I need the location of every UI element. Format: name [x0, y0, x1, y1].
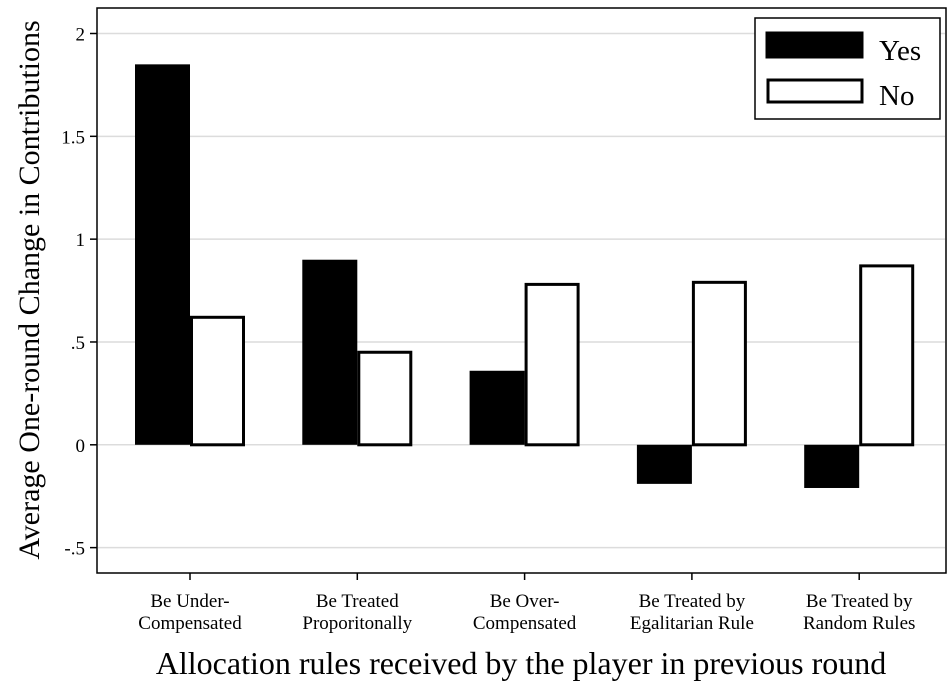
x-tick-label: Compensated: [473, 613, 577, 634]
y-axis: 21.51.50-.5: [61, 25, 97, 560]
legend-swatch-yes: [765, 31, 864, 59]
y-tick-label: -.5: [64, 539, 85, 560]
x-tick-label: Egalitarian Rule: [630, 613, 754, 634]
legend-swatch-no: [766, 78, 864, 104]
bar-no-1: [357, 350, 413, 447]
y-tick-label: 1: [76, 230, 86, 251]
x-tick-label: Random Rules: [803, 613, 915, 634]
legend-label-yes: Yes: [879, 35, 921, 67]
bar-yes-1: [302, 259, 358, 445]
y-tick-label: 0: [76, 436, 86, 457]
x-tick-label: Be Treated: [316, 591, 399, 612]
plot-frame: [96, 7, 947, 574]
x-tick-label: Be Under-: [150, 591, 229, 612]
x-tick-label: Proporitonally: [302, 613, 412, 634]
bar-yes-2: [469, 370, 525, 445]
y-tick-label: 2: [76, 25, 86, 46]
bar-no-2: [524, 282, 580, 447]
legend: Yes No: [754, 17, 941, 120]
bar-no-0: [190, 315, 245, 447]
bar-yes-3: [636, 444, 692, 484]
bar-no-3: [691, 280, 747, 447]
x-tick-label: Be Treated by: [806, 591, 913, 612]
bars: [135, 64, 915, 488]
y-tick-label: 1.5: [61, 127, 85, 148]
bar-yes-4: [804, 444, 860, 488]
bar-no-4: [859, 264, 915, 447]
x-axis-title: Allocation rules received by the player …: [156, 645, 886, 681]
bar-yes-0: [135, 64, 190, 445]
x-tick-label: Be Over-: [490, 591, 560, 612]
y-axis-title: Average One-round Change in Contribution…: [13, 20, 46, 559]
y-tick-label: .5: [71, 333, 85, 354]
x-tick-label: Compensated: [138, 613, 242, 634]
legend-label-no: No: [879, 80, 914, 112]
x-tick-label: Be Treated by: [639, 591, 746, 612]
